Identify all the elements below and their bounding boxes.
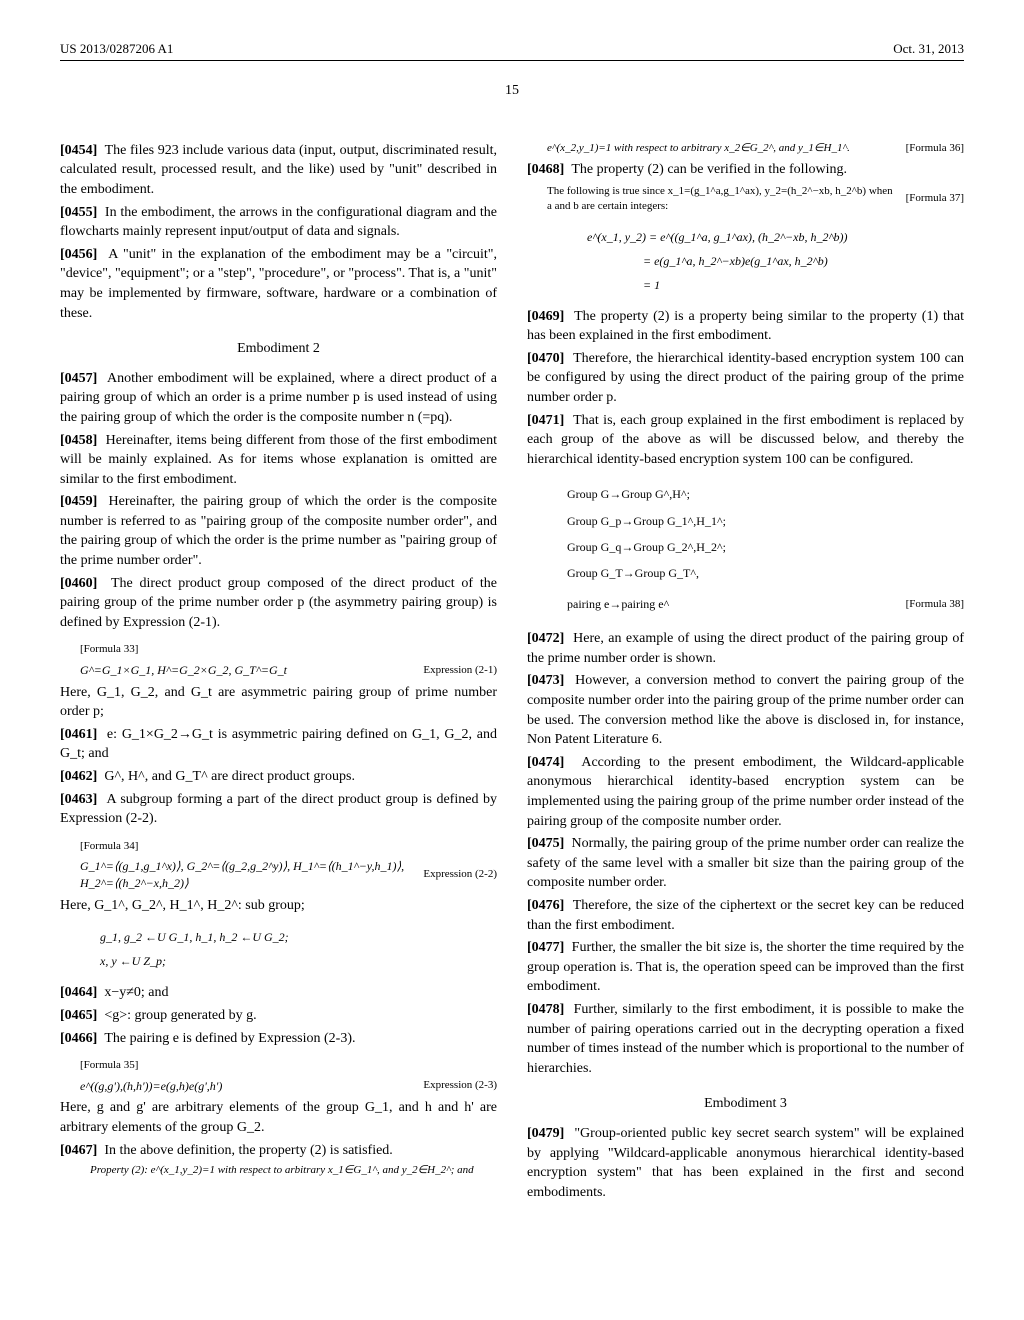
group-map-1: Group G→Group G^,H^;	[567, 481, 964, 507]
para-0473: [0473] However, a conversion method to c…	[527, 671, 964, 749]
para-0476: [0476] Therefore, the size of the cipher…	[527, 896, 964, 935]
page-header: US 2013/0287206 A1 Oct. 31, 2013	[60, 40, 964, 61]
group-map-5-row: pairing e→pairing e^ [Formula 38]	[567, 591, 964, 617]
page-number: 15	[60, 81, 964, 101]
left-column: [0454] The files 923 include various dat…	[60, 141, 497, 1206]
para-0463: [0463] A subgroup forming a part of the …	[60, 790, 497, 829]
after-f33: Here, G_1, G_2, and G_t are asymmetric p…	[60, 683, 497, 722]
embodiment-2-heading: Embodiment 2	[60, 339, 497, 359]
para-0478: [0478] Further, similarly to the first e…	[527, 1000, 964, 1078]
para-0472: [0472] Here, an example of using the dir…	[527, 629, 964, 668]
para-0462: [0462] G^, H^, and G_T^ are direct produ…	[60, 767, 497, 787]
para-0460: [0460] The direct product group composed…	[60, 574, 497, 633]
formula-37-expr: The following is true since x_1=(g_1^a,g…	[547, 184, 898, 215]
para-0470: [0470] Therefore, the hierarchical ident…	[527, 349, 964, 408]
deriv-line-2: = e(g_1^a, h_2^−xb)e(g_1^ax, h_2^b)	[587, 249, 964, 273]
doc-date: Oct. 31, 2013	[893, 40, 964, 58]
formula-37: The following is true since x_1=(g_1^a,g…	[527, 184, 964, 215]
formula-35-expr: e^((g,g'),(h,h'))=e(g,h)e(g',h')	[60, 1078, 222, 1095]
after-f35: Here, g and g' are arbitrary elements of…	[60, 1098, 497, 1137]
formula-33: G^=G_1×G_1, H^=G_2×G_2, G_T^=G_t Express…	[60, 662, 497, 679]
para-0477: [0477] Further, the smaller the bit size…	[527, 938, 964, 997]
formula-34-label: [Formula 34]	[80, 839, 497, 854]
formula-35-label: [Formula 35]	[80, 1058, 497, 1073]
para-0458: [0458] Hereinafter, items being differen…	[60, 431, 497, 490]
after-f34: Here, G_1^, G_2^, H_1^, H_2^: sub group;	[60, 896, 497, 916]
para-0457: [0457] Another embodiment will be explai…	[60, 369, 497, 428]
group-map-3: Group G_q→Group G_2^,H_2^;	[567, 534, 964, 560]
group-map-block: Group G→Group G^,H^; Group G_p→Group G_1…	[567, 481, 964, 617]
para-0454: [0454] The files 923 include various dat…	[60, 141, 497, 200]
formula-35: e^((g,g'),(h,h'))=e(g,h)e(g',h') Express…	[60, 1078, 497, 1095]
body-columns: [0454] The files 923 include various dat…	[60, 141, 964, 1206]
para-0468: [0468] The property (2) can be verified …	[527, 160, 964, 180]
formula-35-tag: Expression (2-3)	[415, 1078, 497, 1093]
formula-34-tag: Expression (2-2)	[415, 867, 497, 882]
deriv-line-1: e^(x_1, y_2) = e^((g_1^a, g_1^ax), (h_2^…	[587, 225, 964, 249]
formula-33-expr: G^=G_1×G_1, H^=G_2×G_2, G_T^=G_t	[60, 662, 287, 679]
para-0455: [0455] In the embodiment, the arrows in …	[60, 203, 497, 242]
para-0469: [0469] The property (2) is a property be…	[527, 307, 964, 346]
para-0461: [0461] e: G_1×G_2→G_t is asymmetric pair…	[60, 725, 497, 764]
math-line-1b: x, y ←U Z_p;	[100, 949, 497, 973]
formula-36-tag: [Formula 36]	[898, 141, 964, 156]
formula-33-label: [Formula 33]	[80, 642, 497, 657]
formula-34-expr: G_1^=⟨(g_1,g_1^x)⟩, G_2^=⟨(g_2,g_2^y)⟩, …	[60, 858, 415, 892]
para-0464: [0464] x−y≠0; and	[60, 983, 497, 1003]
formula-37-tag: [Formula 37]	[898, 191, 964, 206]
formula-38-tag: [Formula 38]	[898, 592, 964, 616]
para-0471: [0471] That is, each group explained in …	[527, 411, 964, 470]
para-0479: [0479] "Group-oriented public key secret…	[527, 1124, 964, 1202]
embodiment-3-heading: Embodiment 3	[527, 1094, 964, 1114]
para-0474: [0474] According to the present embodime…	[527, 753, 964, 831]
para-0456: [0456] A "unit" in the explanation of th…	[60, 245, 497, 323]
para-0459: [0459] Hereinafter, the pairing group of…	[60, 492, 497, 570]
right-column: e^(x_2,y_1)=1 with respect to arbitrary …	[527, 141, 964, 1206]
math-line-1a: g_1, g_2 ←U G_1, h_1, h_2 ←U G_2;	[100, 925, 497, 949]
property-2-text: Property (2): e^(x_1,y_2)=1 with respect…	[90, 1163, 497, 1178]
para-0466: [0466] The pairing e is defined by Expre…	[60, 1029, 497, 1049]
para-0467: [0467] In the above definition, the prop…	[60, 1141, 497, 1161]
doc-id: US 2013/0287206 A1	[60, 40, 173, 58]
para-0475: [0475] Normally, the pairing group of th…	[527, 834, 964, 893]
formula-34: G_1^=⟨(g_1,g_1^x)⟩, G_2^=⟨(g_2,g_2^y)⟩, …	[60, 858, 497, 892]
formula-36: e^(x_2,y_1)=1 with respect to arbitrary …	[527, 141, 964, 156]
math-block-1: g_1, g_2 ←U G_1, h_1, h_2 ←U G_2; x, y ←…	[100, 925, 497, 973]
derivation-block: e^(x_1, y_2) = e^((g_1^a, g_1^ax), (h_2^…	[587, 225, 964, 297]
group-map-2: Group G_p→Group G_1^,H_1^;	[567, 508, 964, 534]
group-map-4: Group G_T→Group G_T^,	[567, 560, 964, 586]
deriv-line-3: = 1	[587, 273, 964, 297]
formula-33-tag: Expression (2-1)	[415, 663, 497, 678]
group-map-5: pairing e→pairing e^	[567, 591, 669, 617]
formula-36-expr: e^(x_2,y_1)=1 with respect to arbitrary …	[547, 141, 850, 156]
para-0465: [0465] <g>: group generated by g.	[60, 1006, 497, 1026]
